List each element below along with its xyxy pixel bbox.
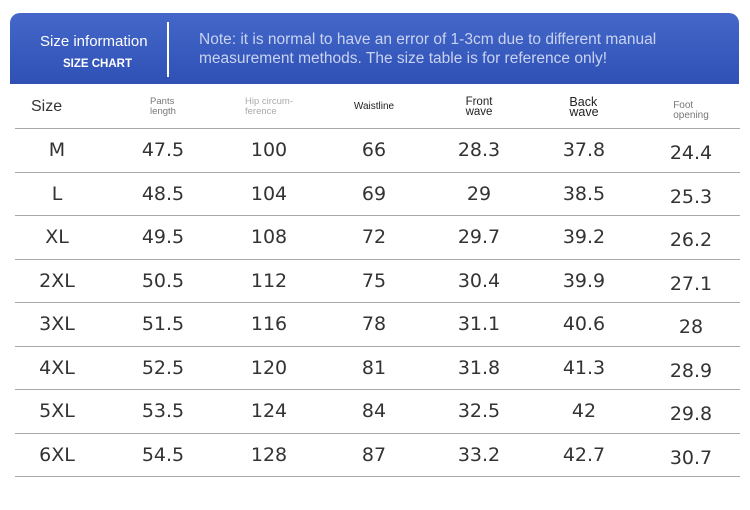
cell-back-wave: 40.6 bbox=[562, 313, 606, 336]
cell-back-wave: 39.2 bbox=[562, 226, 606, 249]
banner-note: Note: it is normal to have an error of 1… bbox=[199, 31, 657, 67]
cell-hip-circumference: 108 bbox=[250, 226, 288, 249]
cell-back-wave: 38.5 bbox=[562, 182, 606, 205]
cell-foot-opening: 27.1 bbox=[669, 272, 713, 295]
size-table: Size Pants length Hip circum-ference Wais… bbox=[15, 86, 740, 477]
cell-hip-circumference: 120 bbox=[250, 356, 288, 379]
cell-foot-opening: 28 bbox=[678, 316, 704, 339]
cell-size: L bbox=[51, 182, 63, 205]
header-size: Size bbox=[31, 98, 63, 115]
cell-waistline: 84 bbox=[361, 400, 387, 423]
cell-waistline: 78 bbox=[361, 313, 387, 336]
cell-pants-length: 47.5 bbox=[141, 139, 185, 162]
cell-pants-length: 54.5 bbox=[141, 443, 185, 466]
cell-pants-length: 49.5 bbox=[141, 226, 185, 249]
cell-waistline: 69 bbox=[361, 182, 387, 205]
cell-back-wave: 42 bbox=[571, 400, 597, 423]
cell-foot-opening: 26.2 bbox=[669, 229, 713, 252]
table-row: XL 49.5 108 72 29.7 39.2 26.2 bbox=[15, 216, 740, 260]
cell-back-wave: 39.9 bbox=[562, 269, 606, 292]
cell-hip-circumference: 116 bbox=[250, 313, 288, 336]
cell-foot-opening: 30.7 bbox=[669, 446, 713, 469]
cell-size: XL bbox=[45, 226, 69, 249]
cell-size: 6XL bbox=[39, 443, 75, 466]
header-pants-length: Pants length bbox=[150, 96, 176, 117]
header-foot-opening: Foot opening bbox=[673, 100, 709, 121]
table-row: 4XL 52.5 120 81 31.8 41.3 28.9 bbox=[15, 347, 740, 390]
cell-waistline: 87 bbox=[361, 443, 387, 466]
cell-foot-opening: 28.9 bbox=[669, 359, 713, 382]
cell-hip-circumference: 124 bbox=[250, 400, 288, 423]
cell-front-wave: 31.1 bbox=[457, 313, 501, 336]
cell-back-wave: 42.7 bbox=[562, 443, 606, 466]
table-header-row: Size Pants length Hip circum-ference Wais… bbox=[15, 86, 740, 129]
cell-waistline: 75 bbox=[361, 269, 387, 292]
cell-front-wave: 29 bbox=[466, 182, 492, 205]
cell-back-wave: 41.3 bbox=[562, 356, 606, 379]
table-row: L 48.5 104 69 29 38.5 25.3 bbox=[15, 173, 740, 216]
cell-size: 2XL bbox=[39, 269, 75, 292]
cell-waistline: 66 bbox=[361, 139, 387, 162]
cell-pants-length: 52.5 bbox=[141, 356, 185, 379]
cell-front-wave: 31.8 bbox=[457, 356, 501, 379]
header-back-wave: Back wave bbox=[569, 95, 599, 119]
cell-size: 5XL bbox=[39, 400, 75, 423]
header-front-wave: Front wave bbox=[465, 96, 493, 118]
cell-front-wave: 28.3 bbox=[457, 139, 501, 162]
cell-pants-length: 50.5 bbox=[141, 269, 185, 292]
banner-divider bbox=[167, 22, 169, 77]
table-row: 5XL 53.5 124 84 32.5 42 29.8 bbox=[15, 390, 740, 434]
table-row: 6XL 54.5 128 87 33.2 42.7 30.7 bbox=[15, 434, 740, 477]
cell-back-wave: 37.8 bbox=[562, 139, 606, 162]
cell-front-wave: 29.7 bbox=[457, 226, 501, 249]
cell-waistline: 81 bbox=[361, 356, 387, 379]
cell-front-wave: 30.4 bbox=[457, 269, 501, 292]
table-body: M 47.5 100 66 28.3 37.8 24.4 L 48.5 104 69 29 38.5 25… bbox=[15, 129, 740, 477]
cell-pants-length: 51.5 bbox=[141, 313, 185, 336]
cell-pants-length: 48.5 bbox=[141, 182, 185, 205]
cell-hip-circumference: 104 bbox=[250, 182, 288, 205]
banner-title: Size information bbox=[40, 33, 148, 50]
cell-hip-circumference: 112 bbox=[250, 269, 288, 292]
cell-foot-opening: 29.8 bbox=[669, 403, 713, 426]
header-hip-circumference: Hip circum-ference bbox=[244, 96, 294, 117]
cell-foot-opening: 24.4 bbox=[669, 142, 713, 165]
cell-waistline: 72 bbox=[361, 226, 387, 249]
cell-size: 4XL bbox=[39, 356, 75, 379]
cell-size: M bbox=[48, 139, 66, 162]
cell-front-wave: 33.2 bbox=[457, 443, 501, 466]
cell-pants-length: 53.5 bbox=[141, 400, 185, 423]
cell-front-wave: 32.5 bbox=[457, 400, 501, 423]
size-chart-banner: Size information SIZE CHART Note: it is … bbox=[10, 13, 739, 84]
cell-size: 3XL bbox=[39, 313, 75, 336]
banner-subtitle: SIZE CHART bbox=[63, 58, 132, 70]
table-row: 2XL 50.5 112 75 30.4 39.9 27.1 bbox=[15, 260, 740, 303]
cell-foot-opening: 25.3 bbox=[669, 185, 713, 208]
cell-hip-circumference: 128 bbox=[250, 443, 288, 466]
header-waistline: Waistline bbox=[353, 101, 395, 112]
table-row: 3XL 51.5 116 78 31.1 40.6 28 bbox=[15, 303, 740, 347]
table-row: M 47.5 100 66 28.3 37.8 24.4 bbox=[15, 129, 740, 173]
cell-hip-circumference: 100 bbox=[250, 139, 288, 162]
